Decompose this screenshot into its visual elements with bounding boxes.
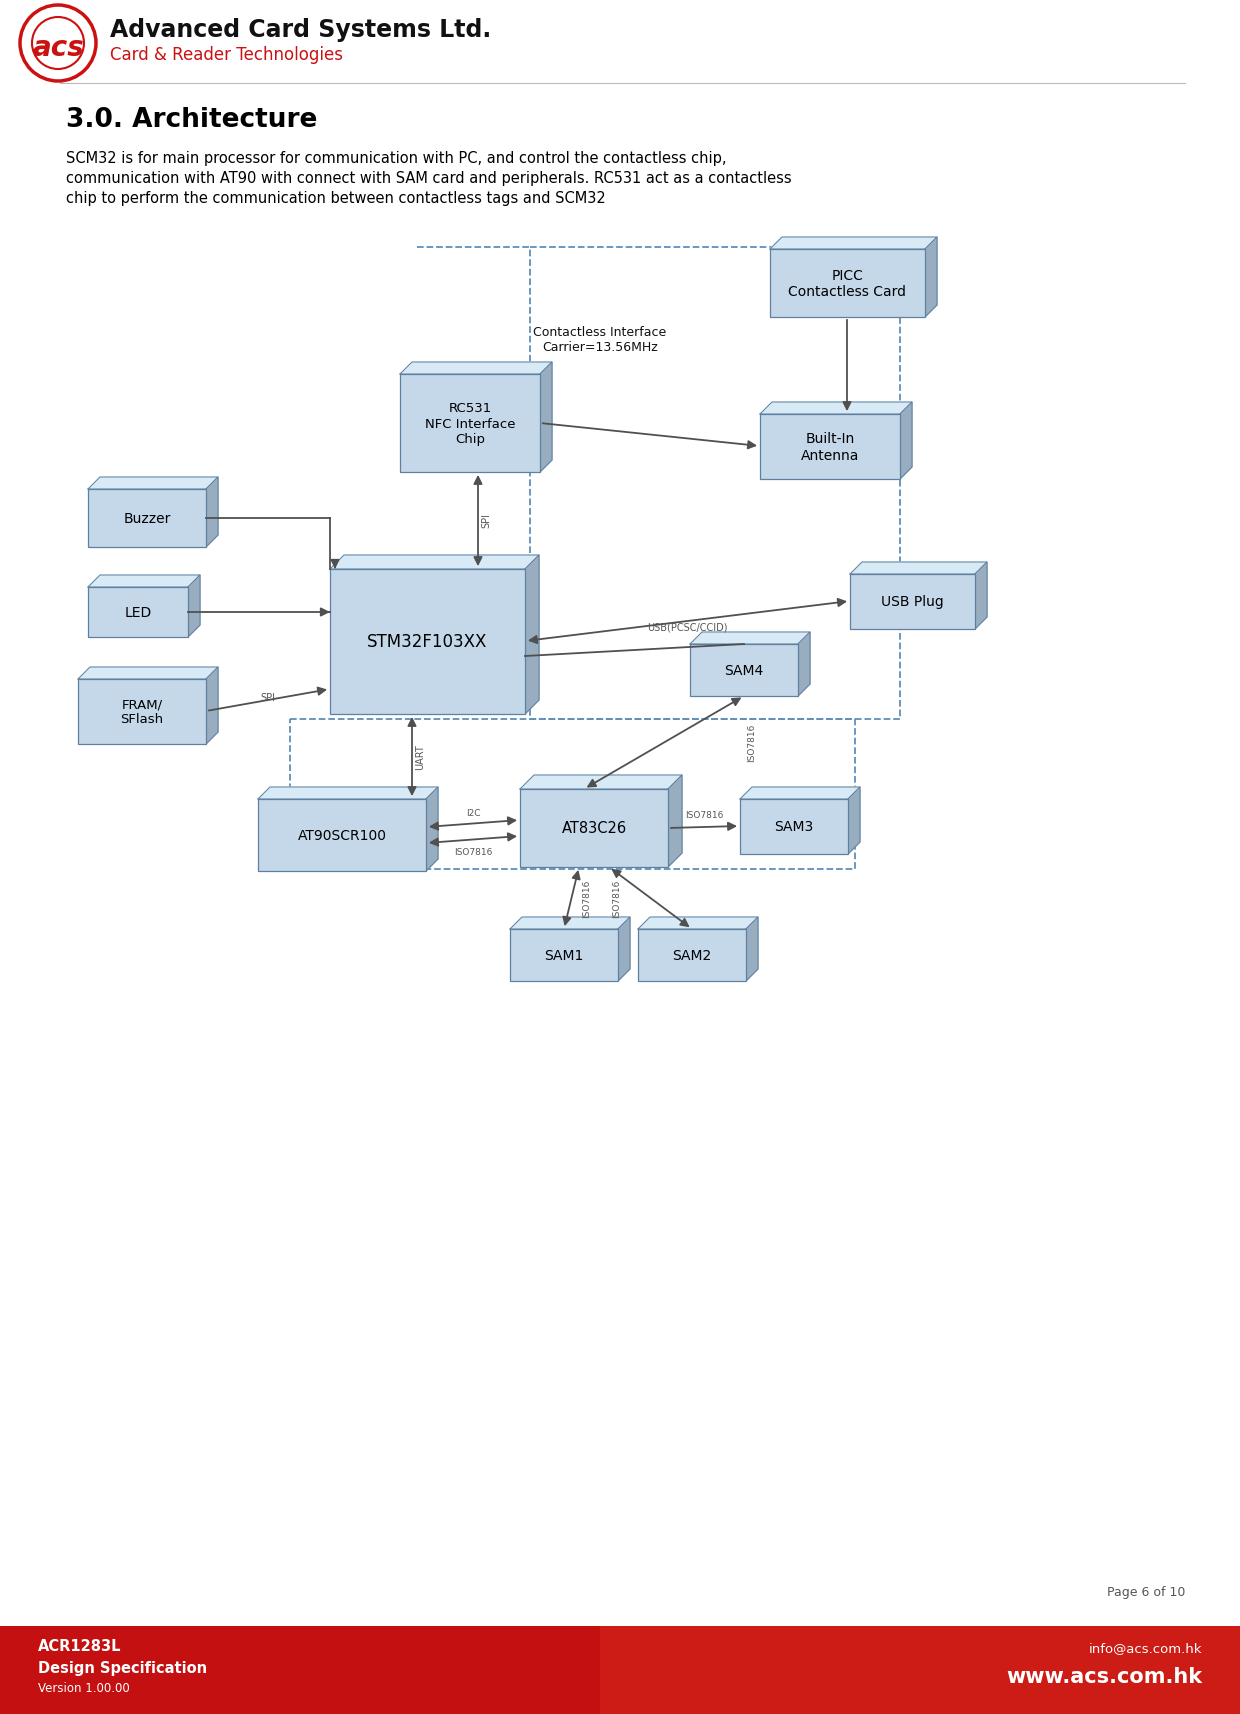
Text: Page 6 of 10: Page 6 of 10 [1106,1585,1185,1599]
Text: Version 1.00.00: Version 1.00.00 [38,1681,130,1695]
Text: SAM3: SAM3 [774,819,813,835]
Polygon shape [401,363,552,375]
Text: 3.0. Architecture: 3.0. Architecture [66,106,317,134]
Bar [600,1627,1240,1714]
Polygon shape [88,478,218,490]
Polygon shape [849,562,987,574]
Circle shape [32,17,84,70]
Text: chip to perform the communication between contactless tags and SCM32: chip to perform the communication betwee… [66,190,606,206]
Text: www.acs.com.hk: www.acs.com.hk [1006,1666,1202,1687]
Text: PICC
Contactless Card: PICC Contactless Card [789,269,906,298]
Polygon shape [88,576,200,588]
Polygon shape [510,917,630,929]
Polygon shape [539,363,552,473]
Polygon shape [520,775,682,790]
Polygon shape [668,775,682,867]
Polygon shape [799,632,810,696]
Text: SPI: SPI [260,692,275,703]
Polygon shape [330,555,539,569]
Text: ISO7816: ISO7816 [582,879,591,917]
Polygon shape [746,917,758,982]
Bar [88,490,206,548]
Polygon shape [925,238,937,317]
Text: SAM1: SAM1 [544,948,584,963]
Text: USB Plug: USB Plug [882,595,944,608]
Bar [401,375,539,473]
Text: I2C: I2C [466,809,480,818]
Text: SAM2: SAM2 [672,948,712,963]
Polygon shape [900,403,911,480]
Text: Built-In
Antenna: Built-In Antenna [801,432,859,463]
Polygon shape [206,478,218,548]
Text: Contactless Interface
Carrier=13.56MHz: Contactless Interface Carrier=13.56MHz [533,326,667,353]
Text: RC531
NFC Interface
Chip: RC531 NFC Interface Chip [425,403,516,446]
Polygon shape [427,787,438,871]
Polygon shape [525,555,539,715]
Bar [689,644,799,696]
Text: info@acs.com.hk: info@acs.com.hk [1089,1642,1202,1654]
Text: SCM32 is for main processor for communication with PC, and control the contactle: SCM32 is for main processor for communic… [66,151,727,166]
Bar [258,799,427,871]
Bar [760,415,900,480]
Text: AT90SCR100: AT90SCR100 [298,828,387,843]
Bar [520,790,668,867]
Polygon shape [689,632,810,644]
Text: Buzzer: Buzzer [123,512,171,526]
Text: STM32F103XX: STM32F103XX [367,632,487,651]
Text: Card & Reader Technologies: Card & Reader Technologies [110,46,343,63]
Polygon shape [618,917,630,982]
Polygon shape [258,787,438,799]
Bar [0,1627,1240,1714]
Polygon shape [78,668,218,680]
Bar [510,929,618,982]
Polygon shape [188,576,200,638]
Text: ISO7816: ISO7816 [454,847,492,857]
Text: UART: UART [415,744,425,770]
Text: ISO7816: ISO7816 [684,811,723,819]
Circle shape [20,5,95,82]
Bar [88,588,188,638]
Text: LED: LED [124,605,151,620]
Bar [770,250,925,317]
Polygon shape [740,787,861,799]
Text: Design Specification: Design Specification [38,1661,207,1676]
Bar [639,929,746,982]
Text: FRAM/
SFlash: FRAM/ SFlash [120,698,164,727]
Bar [78,680,206,744]
Polygon shape [639,917,758,929]
Text: SPI: SPI [481,512,491,528]
Text: Advanced Card Systems Ltd.: Advanced Card Systems Ltd. [110,17,491,41]
Polygon shape [975,562,987,629]
Polygon shape [770,238,937,250]
Bar [740,799,848,855]
Polygon shape [848,787,861,855]
Text: ISO7816: ISO7816 [613,879,621,917]
Text: acs: acs [32,34,84,62]
Text: ACR1283L: ACR1283L [38,1639,122,1654]
Polygon shape [206,668,218,744]
Polygon shape [760,403,911,415]
Text: communication with AT90 with connect with SAM card and peripherals. RC531 act as: communication with AT90 with connect wit… [66,170,791,185]
Bar [330,569,525,715]
Bar [849,574,975,629]
Text: ISO7816: ISO7816 [746,723,756,761]
Text: SAM4: SAM4 [724,663,764,677]
Text: AT83C26: AT83C26 [562,821,626,836]
Text: USB(PCSC/CCID): USB(PCSC/CCID) [647,622,727,632]
